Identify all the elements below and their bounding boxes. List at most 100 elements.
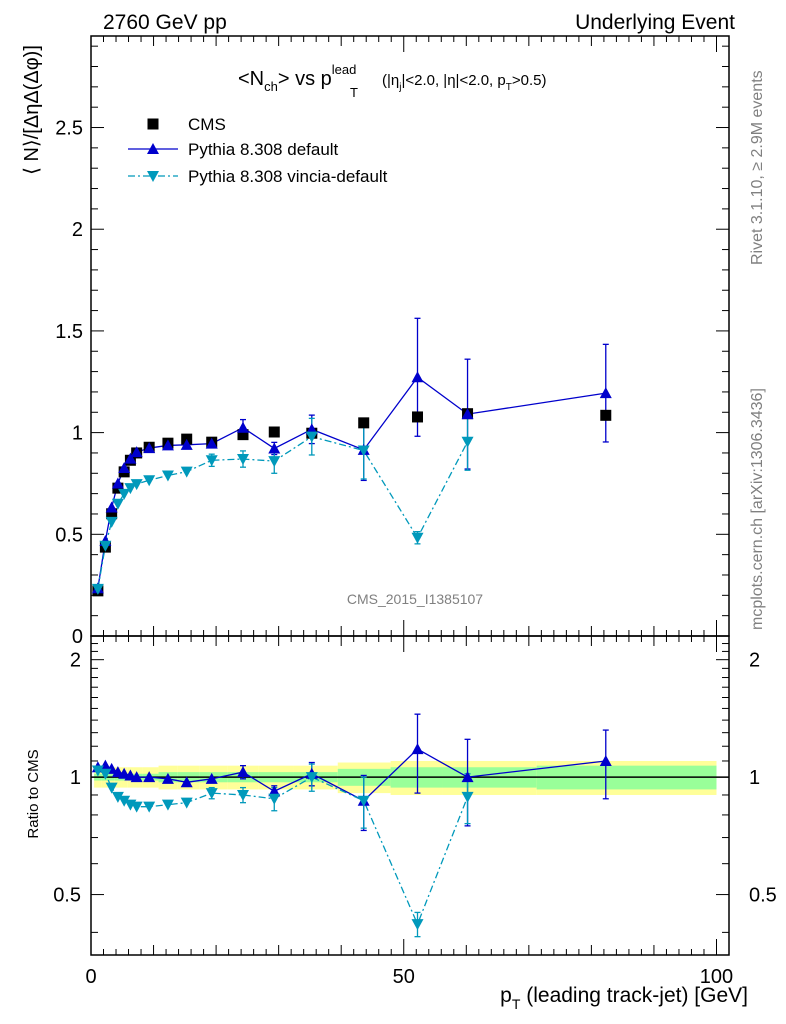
ratio-point-pythia-vincia <box>111 791 124 803</box>
main-point-pythia-default <box>268 442 281 454</box>
main-point-pythia-default <box>161 439 174 451</box>
main-point-pythia-vincia <box>461 436 474 448</box>
title-main: <N <box>238 68 264 90</box>
cms-data-point <box>237 429 249 441</box>
title-cuts-rest2: >0.5) <box>512 72 547 89</box>
ratio-point-pythia-vincia <box>411 919 424 931</box>
xlabel-p: p <box>500 984 512 1007</box>
ratio-point-pythia-default <box>268 785 281 797</box>
title-vs: > vs p <box>278 68 332 90</box>
axis-ticks: 00.511.522.50.5 0.51 12 20 50 100 <box>53 36 777 988</box>
main-point-pythia-default <box>411 371 424 383</box>
x-tick-label: 0 <box>85 966 96 988</box>
main-y-tick-label: 2 <box>72 219 83 241</box>
ratio-point-pythia-vincia <box>461 791 474 803</box>
main-point-pythia-vincia <box>180 466 193 478</box>
ratio-ylabel: Ratio to CMS <box>25 749 42 838</box>
ratio-point-pythia-vincia <box>91 765 104 777</box>
main-point-pythia-vincia <box>236 454 249 466</box>
ratio-point-pythia-default <box>161 772 174 784</box>
cms-data-point <box>412 411 424 423</box>
main-point-pythia-default <box>124 452 137 464</box>
title-cuts-rest1: |<2.0, |η|<2.0, p <box>401 72 505 89</box>
legend-label: Pythia 8.308 default <box>188 140 339 159</box>
main-point-pythia-vincia <box>143 475 156 487</box>
main-point-pythia-vincia <box>268 456 281 468</box>
legend-marker <box>147 171 159 182</box>
xlabel-sub-t: T <box>512 996 521 1012</box>
ratio-y-tick-label-right: 0.5 <box>749 885 777 907</box>
main-point-pythia-default <box>130 446 143 458</box>
ratio-point-pythia-vincia <box>99 768 112 780</box>
ratio-point-pythia-vincia <box>118 795 131 807</box>
ratio-point-pythia-default <box>143 771 156 783</box>
main-point-pythia-vincia <box>305 431 318 443</box>
x-tick-label: 100 <box>700 966 733 988</box>
main-y-tick-label: 1.5 <box>55 321 83 343</box>
title-sub-ch: ch <box>264 79 278 94</box>
ratio-point-pythia-vincia <box>357 795 370 807</box>
x-tick-label: 50 <box>393 966 415 988</box>
legend-label: Pythia 8.308 vincia-default <box>188 167 388 186</box>
main-line-pythia-vincia <box>97 435 469 589</box>
main-point-pythia-vincia <box>411 532 424 544</box>
main-point-pythia-vincia <box>130 479 143 491</box>
ratio-point-pythia-default <box>205 772 218 784</box>
main-point-pythia-vincia <box>357 445 370 457</box>
main-line-pythia-default <box>97 376 606 589</box>
main-point-pythia-vincia <box>161 470 174 482</box>
ratio-y-tick-label-left: 0.5 <box>53 885 81 907</box>
title-cuts: (|η <box>382 72 399 89</box>
ratio-point-pythia-vincia <box>143 801 156 813</box>
ratio-point-pythia-vincia <box>236 789 249 801</box>
ratio-y-tick-label-left: 2 <box>70 650 81 672</box>
main-point-pythia-vincia <box>111 498 124 510</box>
title-sub-t: T <box>350 85 358 100</box>
main-point-pythia-default <box>236 421 249 433</box>
ratio-point-pythia-default <box>599 754 612 766</box>
main-ylabel: ⟨ N⟩/[ΔηΔ(Δφ)] <box>21 45 43 175</box>
ratio-point-pythia-vincia <box>305 772 318 784</box>
ratio-point-pythia-vincia <box>130 801 143 813</box>
main-y-tick-label: 0 <box>72 626 83 648</box>
legend: CMS Pythia 8.308 default Pythia 8.308 vinc… <box>128 115 388 186</box>
cms-data-point <box>106 508 118 520</box>
main-point-pythia-vincia <box>91 583 104 595</box>
cms-data-point <box>600 409 612 421</box>
ratio-point-pythia-default <box>180 776 193 788</box>
ratio-point-pythia-default <box>236 766 249 778</box>
series-marks <box>91 317 612 938</box>
ratio-point-pythia-vincia <box>268 793 281 805</box>
main-point-pythia-default <box>143 442 156 454</box>
main-y-tick-label: 1 <box>72 423 83 445</box>
ratio-point-pythia-vincia <box>180 797 193 809</box>
ratio-y-tick-label-left: 1 <box>70 767 81 789</box>
ratio-plot-frame <box>90 635 730 956</box>
main-point-pythia-default <box>599 387 612 399</box>
legend-label: CMS <box>188 115 226 134</box>
analysis-id: CMS_2015_I1385107 <box>347 591 483 607</box>
xlabel-rest: (leading track-jet) [GeV] <box>520 984 748 1007</box>
ratio-point-pythia-default <box>411 743 424 755</box>
main-point-pythia-default <box>461 408 474 420</box>
legend-marker <box>147 143 159 154</box>
cms-data-point <box>358 417 370 429</box>
ratio-y-tick-label-right: 1 <box>749 767 760 789</box>
rivet-label: Rivet 3.1.10, ≥ 2.9M events <box>749 70 766 265</box>
legend-marker <box>147 118 159 130</box>
main-y-tick-label: 2.5 <box>55 118 83 140</box>
plot-frames <box>90 35 730 956</box>
plot-title: <Nch> vs plead T(|ηj|<2.0, |η|<2.0, pT>0.… <box>238 62 546 100</box>
ratio-point-pythia-vincia <box>161 799 174 811</box>
main-point-pythia-vincia <box>105 516 118 528</box>
main-point-pythia-default <box>205 437 218 449</box>
ratio-point-pythia-default <box>461 771 474 783</box>
main-point-pythia-vincia <box>99 540 112 552</box>
mcplots-label: mcplots.cern.ch [arXiv:1306.3436] <box>749 388 766 630</box>
main-point-pythia-default <box>180 438 193 450</box>
header-right: Underlying Event <box>575 11 735 34</box>
main-point-pythia-default <box>105 501 118 513</box>
title-sup-lead: lead <box>332 62 357 77</box>
main-point-pythia-vincia <box>124 483 137 495</box>
